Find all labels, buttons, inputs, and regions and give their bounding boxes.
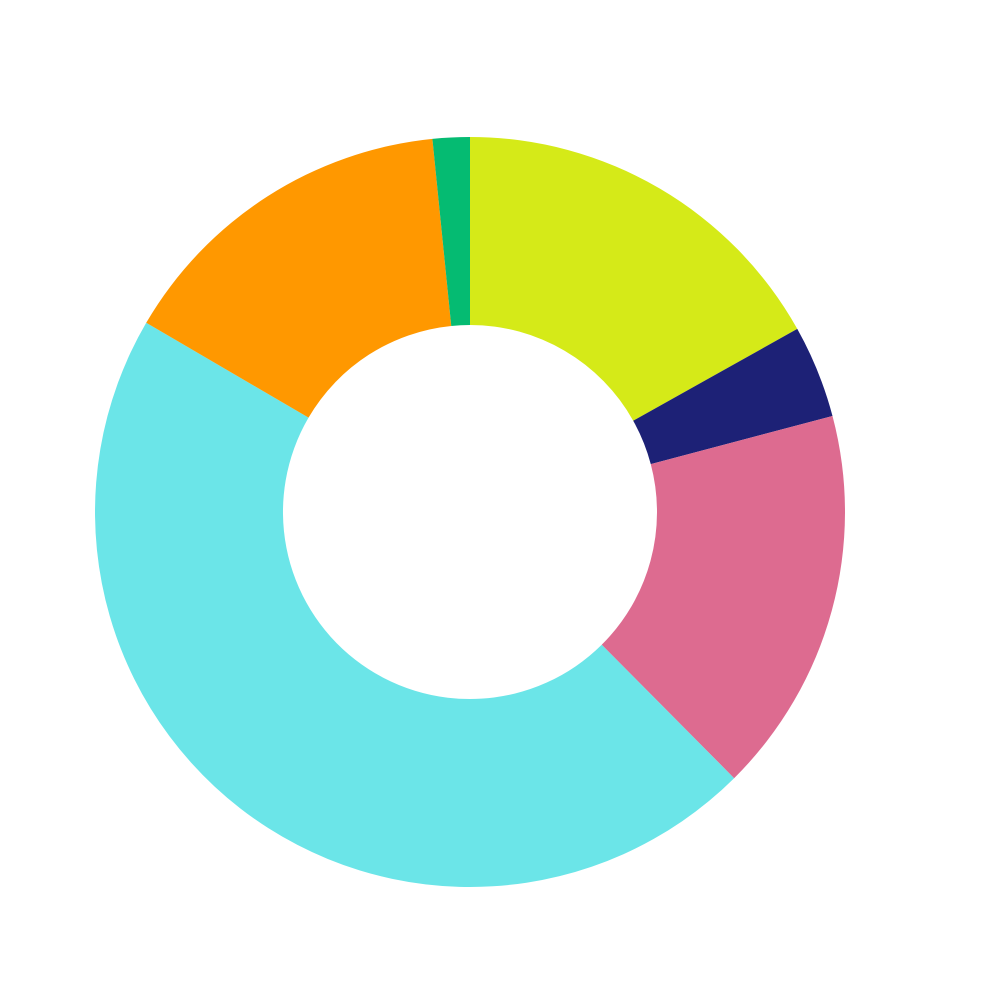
donut-slice-2 (633, 328, 833, 465)
donut-slice-3 (601, 415, 845, 779)
slices-group (95, 137, 845, 887)
donut-slice-4 (95, 322, 735, 887)
donut-slice-6 (432, 137, 470, 326)
donut-slice-1 (470, 137, 798, 421)
donut-slice-5 (146, 138, 452, 418)
